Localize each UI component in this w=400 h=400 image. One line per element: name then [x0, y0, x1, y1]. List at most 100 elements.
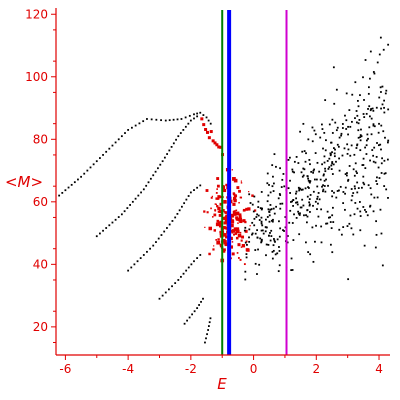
- black-point: [296, 201, 299, 204]
- curve-point: [183, 322, 186, 325]
- black-point: [370, 133, 373, 136]
- black-point: [375, 180, 378, 182]
- black-point: [363, 244, 366, 247]
- black-point: [305, 241, 307, 244]
- curve-point: [140, 191, 142, 194]
- black-point: [308, 201, 311, 204]
- curve-point: [176, 118, 179, 121]
- curve-point: [73, 181, 76, 184]
- black-point: [295, 197, 298, 200]
- black-point: [344, 186, 347, 189]
- curve-point: [133, 263, 136, 266]
- black-point: [286, 235, 289, 237]
- black-point: [309, 253, 312, 256]
- black-point: [323, 185, 326, 187]
- red-point: [241, 235, 245, 239]
- black-point: [312, 204, 314, 207]
- black-point: [332, 221, 335, 223]
- red-point: [216, 177, 220, 180]
- black-point: [379, 36, 382, 39]
- black-point: [330, 168, 333, 170]
- y-tick-label: 60: [33, 195, 48, 209]
- red-point: [237, 243, 241, 247]
- black-point: [257, 214, 260, 217]
- curve-point: [193, 117, 195, 120]
- black-point: [345, 128, 348, 130]
- red-point: [223, 242, 226, 245]
- black-point: [359, 136, 362, 138]
- curve-point: [191, 313, 194, 316]
- black-point: [321, 123, 323, 126]
- black-point: [322, 184, 324, 187]
- black-point: [307, 186, 309, 189]
- black-point: [361, 164, 364, 166]
- black-point: [330, 164, 333, 167]
- black-point: [380, 91, 382, 93]
- y-axis-title: <M>: [5, 173, 43, 191]
- curve-point: [145, 184, 148, 187]
- black-point: [382, 130, 385, 133]
- black-point: [340, 132, 343, 135]
- red-point: [229, 245, 234, 249]
- red-point: [219, 202, 223, 206]
- black-point: [295, 217, 298, 219]
- curve-point: [180, 118, 183, 120]
- black-point: [297, 210, 300, 213]
- curve-point: [154, 170, 157, 173]
- black-point: [369, 109, 372, 112]
- black-point: [289, 192, 292, 194]
- red-point: [235, 236, 239, 240]
- red-point: [212, 248, 215, 251]
- black-point: [357, 187, 360, 189]
- red-point: [219, 245, 222, 248]
- black-point: [313, 178, 316, 181]
- black-point: [302, 174, 305, 177]
- black-point: [367, 86, 370, 89]
- black-point: [326, 222, 329, 225]
- black-point: [342, 202, 345, 204]
- black-point: [377, 166, 380, 169]
- black-point: [278, 250, 281, 252]
- curve-point: [177, 279, 180, 281]
- curve-point: [157, 237, 160, 240]
- black-point: [356, 191, 359, 194]
- black-point: [356, 181, 359, 184]
- black-point: [273, 238, 275, 240]
- black-point: [302, 122, 305, 125]
- black-point: [277, 197, 280, 200]
- black-point: [376, 176, 378, 179]
- red-point: [239, 213, 242, 216]
- red-point: [251, 194, 254, 197]
- black-point: [308, 198, 311, 201]
- black-point: [370, 108, 372, 110]
- black-point: [359, 134, 362, 137]
- black-point: [272, 190, 275, 192]
- black-point: [380, 172, 383, 174]
- black-point: [323, 131, 326, 134]
- black-point: [353, 185, 356, 188]
- curve-point: [155, 241, 157, 243]
- black-point: [380, 124, 383, 127]
- black-point: [281, 202, 284, 205]
- black-point: [357, 129, 360, 132]
- black-point: [315, 224, 317, 227]
- y-tick-label: 20: [33, 320, 48, 334]
- curve-point: [108, 147, 111, 150]
- black-point: [383, 99, 385, 102]
- red-point: [237, 222, 239, 224]
- black-point: [316, 208, 318, 211]
- black-point: [373, 146, 376, 149]
- curve-point: [199, 111, 202, 114]
- black-point: [289, 179, 291, 182]
- black-point: [387, 108, 390, 111]
- red-point: [217, 210, 220, 213]
- black-point: [254, 262, 257, 265]
- red-point: [211, 139, 215, 143]
- black-point: [336, 143, 339, 146]
- black-point: [286, 241, 289, 244]
- black-point: [318, 198, 321, 201]
- black-point: [304, 160, 307, 163]
- black-point: [308, 181, 311, 183]
- black-point: [278, 220, 280, 223]
- curve-point: [114, 218, 117, 221]
